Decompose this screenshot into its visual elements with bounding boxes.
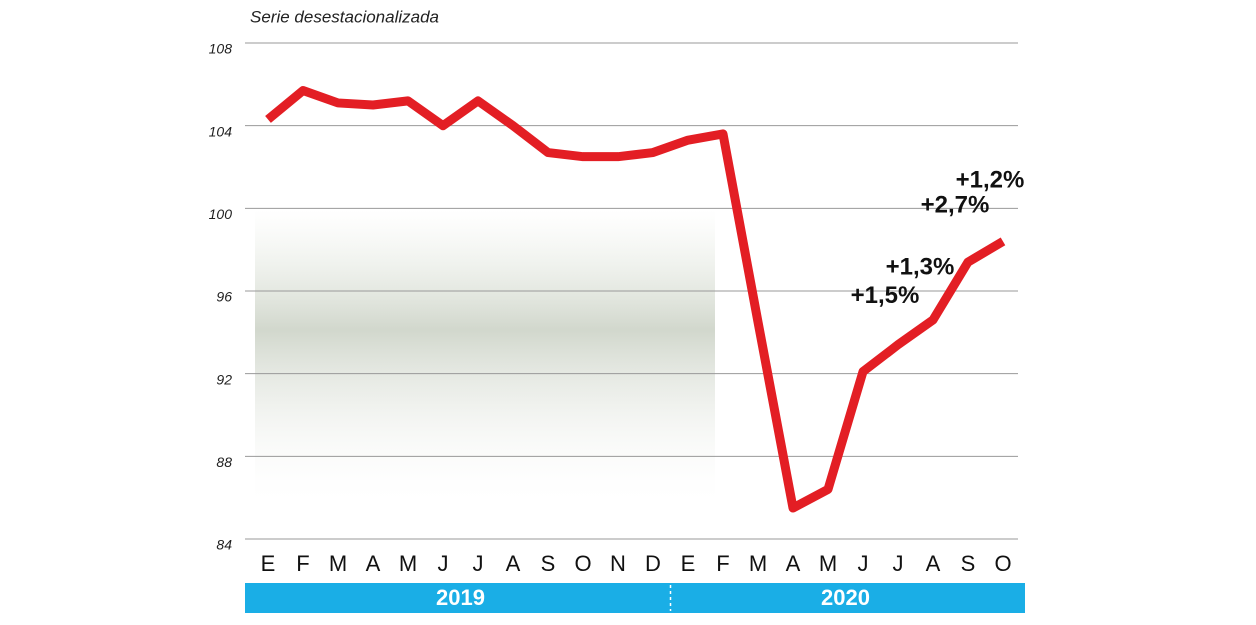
x-tick-label: M: [329, 551, 347, 576]
y-tick-label: 96: [216, 289, 232, 305]
y-tick-label: 100: [209, 206, 233, 222]
x-tick-label: A: [786, 551, 801, 576]
x-tick-label: J: [858, 551, 869, 576]
x-tick-label: S: [961, 551, 976, 576]
x-tick-label: M: [399, 551, 417, 576]
x-tick-label: J: [438, 551, 449, 576]
year-bar: [245, 583, 1025, 613]
x-tick-label: J: [893, 551, 904, 576]
annotation: +1,2%: [956, 167, 1025, 194]
x-tick-label: E: [681, 551, 696, 576]
y-tick-label: 84: [216, 537, 232, 553]
x-tick-label: O: [994, 551, 1011, 576]
x-tick-label: O: [574, 551, 591, 576]
y-tick-label: 92: [216, 371, 232, 387]
x-tick-label: M: [749, 551, 767, 576]
data-line: [265, 86, 1006, 513]
x-tick-label: J: [473, 551, 484, 576]
year-label: 2020: [821, 585, 870, 610]
x-tick-label: E: [261, 551, 276, 576]
subtitle: Serie desestacionalizada: [250, 7, 439, 26]
x-tick-label: M: [819, 551, 837, 576]
y-tick-label: 104: [209, 123, 233, 139]
x-tick-label: A: [926, 551, 941, 576]
annotation: +1,5%: [851, 282, 920, 309]
x-tick-label: F: [716, 551, 729, 576]
x-tick-label: D: [645, 551, 661, 576]
x-tick-label: F: [296, 551, 309, 576]
x-tick-label: A: [366, 551, 381, 576]
annotation: +1,3%: [886, 253, 955, 280]
y-tick-label: 88: [216, 454, 232, 470]
x-tick-label: A: [506, 551, 521, 576]
background-photo: [255, 210, 715, 510]
x-tick-label: S: [541, 551, 556, 576]
x-tick-label: N: [610, 551, 626, 576]
y-tick-label: 108: [209, 41, 233, 57]
annotation: +2,7%: [921, 191, 990, 218]
year-label: 2019: [436, 585, 485, 610]
